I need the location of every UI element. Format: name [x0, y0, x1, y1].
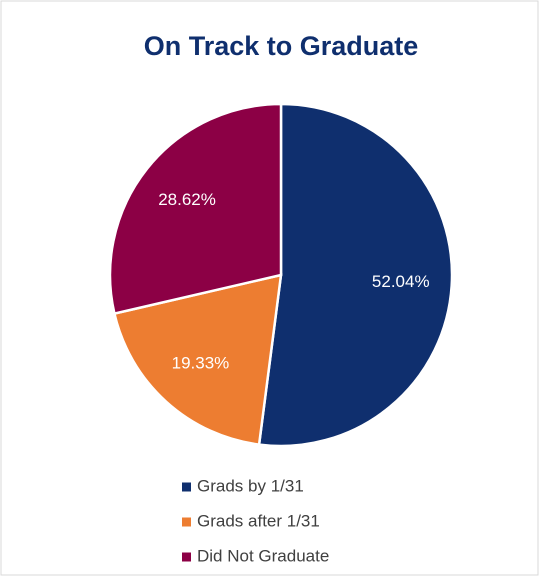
- legend-marker: [182, 552, 191, 562]
- chart-title: On Track to Graduate: [144, 31, 419, 61]
- legend-label: Did Not Graduate: [197, 546, 329, 565]
- data-label: 19.33%: [172, 353, 230, 372]
- data-label: 52.04%: [372, 272, 430, 291]
- pie-slice: [108, 102, 283, 316]
- legend-marker: [182, 517, 191, 527]
- legend-label: Grads after 1/31: [197, 511, 320, 530]
- data-label: 28.62%: [158, 190, 216, 209]
- legend-label: Grads by 1/31: [197, 476, 304, 495]
- legend-marker: [182, 482, 191, 492]
- pie-slice: [257, 102, 454, 448]
- pie-slice: [112, 273, 283, 446]
